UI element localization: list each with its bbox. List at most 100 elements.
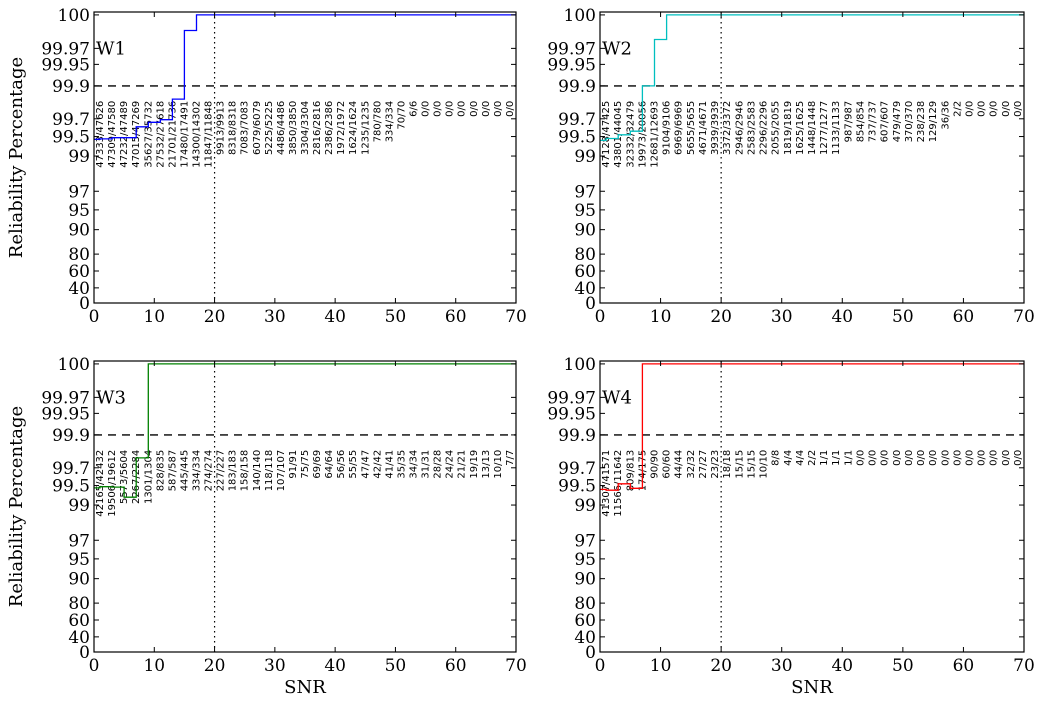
count-label: 129/129 <box>928 101 939 143</box>
count-label: 0/0 <box>940 450 951 466</box>
count-label: 828/835 <box>155 450 166 492</box>
count-label: 0/0 <box>433 101 444 117</box>
count-label: 227/227 <box>216 450 227 492</box>
count-label: 0/0 <box>493 101 504 117</box>
count-label: 19973/20056 <box>637 101 648 168</box>
count-label: 158/158 <box>240 450 251 492</box>
count-label: 2946/2946 <box>734 101 745 155</box>
y-tick-label: 99 <box>574 147 596 167</box>
count-label: 140/140 <box>252 450 263 492</box>
panel-w4: 41307/41571 11566/11642 809/813 174/175 90/9… <box>547 355 1034 698</box>
count-label: 3304/3304 <box>300 101 311 155</box>
y-tick-label: 40 <box>68 628 90 648</box>
count-label: 19506/19612 <box>107 450 118 517</box>
x-tick-label: 40 <box>324 307 346 327</box>
count-label: 47232/47489 <box>119 101 130 168</box>
x-tick-label: 60 <box>445 307 467 327</box>
count-label: 10/10 <box>759 450 770 479</box>
x-axis-title: SNR <box>284 677 326 698</box>
count-label: 4486/4486 <box>276 101 287 155</box>
y-tick-label: 99 <box>574 496 596 516</box>
x-tick-label: 60 <box>445 656 467 676</box>
y-tick-label: 99.9 <box>52 426 90 446</box>
x-tick-label: 20 <box>710 656 732 676</box>
count-label: 21/21 <box>457 450 468 479</box>
count-label: 32/32 <box>686 450 697 479</box>
y-tick-label: 90 <box>574 570 596 590</box>
count-label: 238/238 <box>916 101 927 143</box>
count-label: 8318/8318 <box>228 101 239 155</box>
count-label: 2296/2296 <box>759 101 770 155</box>
count-label: 0/0 <box>445 101 456 117</box>
count-label: 0/0 <box>964 450 975 466</box>
y-tick-label: 99.7 <box>558 459 596 479</box>
y-tick-label: 95 <box>68 550 90 570</box>
series-line <box>600 363 1024 491</box>
x-tick-label: 30 <box>771 656 793 676</box>
count-label: 0/0 <box>989 450 1000 466</box>
y-tick-label: 99.7 <box>558 110 596 130</box>
count-label: 60/60 <box>662 450 673 479</box>
count-label: 4/4 <box>795 450 806 466</box>
count-label: 47/47 <box>360 450 371 479</box>
y-tick-label: 99.5 <box>52 128 90 148</box>
count-label: 42/42 <box>372 450 383 479</box>
y-tick-label: 95 <box>574 201 596 221</box>
count-label: 19/19 <box>469 450 480 479</box>
x-tick-label: 70 <box>505 656 527 676</box>
count-label: 1972/1972 <box>336 101 347 155</box>
x-tick-label: 70 <box>1013 656 1035 676</box>
y-tick-label: 80 <box>574 245 596 265</box>
x-tick-label: 50 <box>892 307 914 327</box>
series-line <box>94 363 516 498</box>
x-tick-label: 40 <box>831 307 853 327</box>
count-label: 31/31 <box>421 450 432 479</box>
count-label: 42165/42432 <box>95 450 106 517</box>
count-label: 47333/47626 <box>95 101 106 168</box>
count-label: 47309/47580 <box>107 101 118 168</box>
y-tick-label: 80 <box>68 594 90 614</box>
count-label: 1/1 <box>831 450 842 466</box>
y-tick-label: 99.5 <box>52 477 90 497</box>
count-label: 15/15 <box>734 450 745 479</box>
count-label: 9913/9913 <box>216 101 227 155</box>
count-label: 69/69 <box>312 450 323 479</box>
count-label: 55/55 <box>348 450 359 479</box>
count-label: 4/4 <box>783 450 794 466</box>
y-tick-label: 99.95 <box>547 404 596 424</box>
count-label: 27532/27618 <box>155 101 166 168</box>
count-label: 987/987 <box>843 101 854 143</box>
count-label: 0/0 <box>928 450 939 466</box>
y-tick-label: 100 <box>58 355 90 375</box>
count-label: 0/0 <box>977 450 988 466</box>
count-label: 34/34 <box>409 450 420 479</box>
count-label: 36/36 <box>940 101 951 130</box>
x-tick-label: 40 <box>831 656 853 676</box>
count-label: 0/0 <box>1013 101 1024 117</box>
count-label: 334/334 <box>384 101 395 143</box>
count-label: 3939/3939 <box>710 101 721 155</box>
count-label: 737/737 <box>868 101 879 143</box>
y-tick-label: 99 <box>68 496 90 516</box>
x-tick-label: 0 <box>89 656 100 676</box>
count-label: 9104/9106 <box>662 101 673 155</box>
count-label: 91/91 <box>288 450 299 479</box>
y-tick-label: 90 <box>574 221 596 241</box>
y-tick-label: 0 <box>79 643 90 663</box>
count-label: 0/0 <box>964 101 975 117</box>
count-label: 0/0 <box>952 450 963 466</box>
y-tick-label: 100 <box>58 6 90 26</box>
count-label: 607/607 <box>880 101 891 143</box>
y-tick-label: 97 <box>574 182 596 202</box>
axes-frame <box>93 11 517 304</box>
y-tick-label: 99.97 <box>547 388 596 408</box>
count-annotations: 42165/42432 19506/19612 5573/5604 2267/2284… <box>95 450 516 517</box>
count-label: 587/587 <box>167 450 178 492</box>
x-tick-label: 0 <box>89 307 100 327</box>
count-label: 8/8 <box>771 450 782 466</box>
y-tick-label: 99.7 <box>52 459 90 479</box>
x-tick-label: 70 <box>505 307 527 327</box>
count-label: 0/0 <box>916 450 927 466</box>
x-tick-label: 60 <box>953 656 975 676</box>
count-label: 0/0 <box>457 101 468 117</box>
